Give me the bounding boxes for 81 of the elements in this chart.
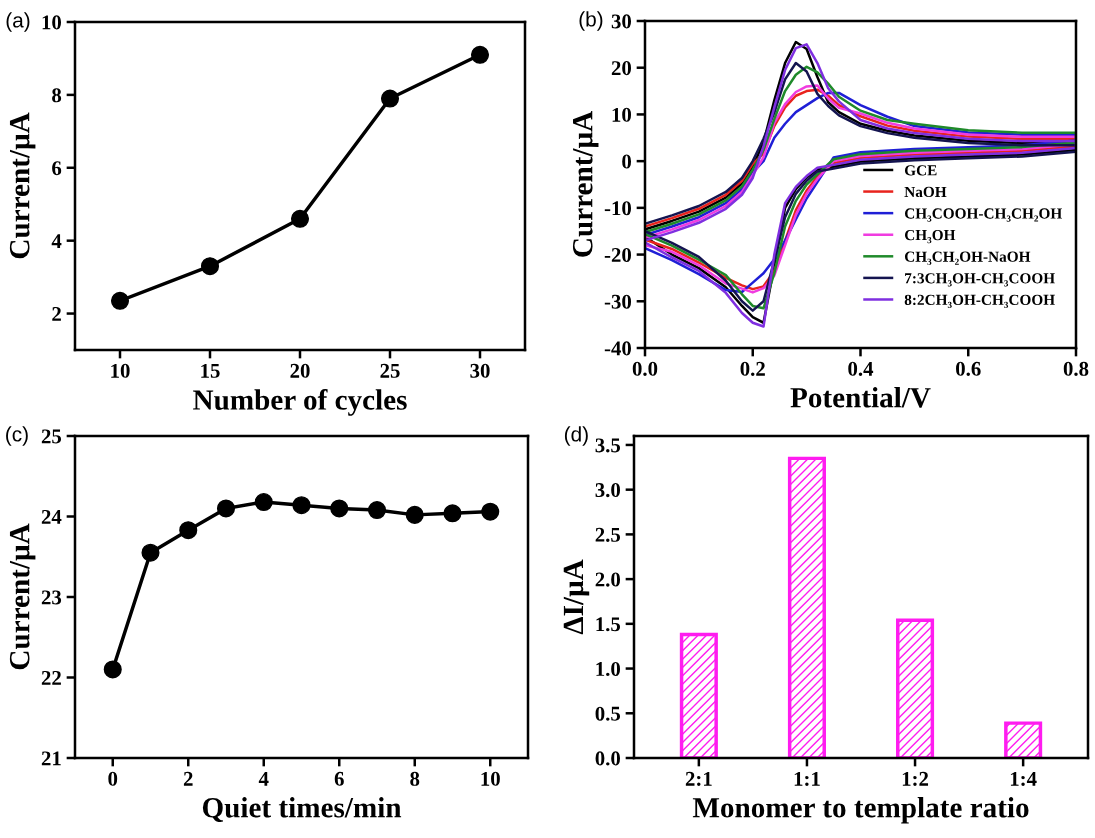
y-tick-label: 1.0 [596,661,621,677]
point [200,257,220,276]
y-tick-label: 10 [42,15,62,30]
x-tick-label: 30 [470,363,490,378]
y-tick-label: 3.5 [595,438,621,453]
x-axis-title: Number of cycles [193,389,407,416]
point [292,496,311,515]
y-tick-label: 3.0 [595,483,621,498]
y-tick-label: 2.5 [595,527,621,542]
x-tick-label: 6 [334,771,344,786]
x-tick-label: 20 [290,363,310,378]
x-axis-title: Monomer to template ratio [692,797,1029,824]
x-tick-label: 15 [201,363,220,378]
y-tick-label: 4 [51,234,62,248]
point [103,660,122,679]
legend-label: 8:2CH₃OH-CH₃COOH [904,294,1055,309]
y-tick-label: -30 [604,294,632,309]
point [110,291,130,310]
legend-label: GCE [904,165,937,176]
x-tick-label: 0.0 [632,361,658,376]
chart-title: (a) [6,12,30,32]
chart-title: (b) [579,11,603,31]
y-tick-label: 20 [611,61,632,76]
x-tick-label: 25 [380,363,400,378]
x-tick-label: 8 [410,771,420,786]
y-tick-label: 23 [41,590,62,605]
x-tick-label: 0.8 [1063,361,1089,376]
y-tick-label: 2.0 [595,572,621,587]
y-tick-label: 25 [41,429,62,444]
y-axis-title: Current/μA [9,112,36,259]
point [367,501,387,520]
point [443,504,462,523]
x-tick-label: 0 [108,771,118,786]
point [216,499,236,518]
y-tick-label: 21 [41,751,61,766]
legend-label: CH₃CH₂OH-NaOH [904,251,1031,265]
x-tick-label: 0.2 [740,361,765,376]
y-tick-label: 1.5 [596,617,621,632]
y-tick-label: 30 [611,14,632,29]
point [141,543,160,562]
x-axis-title: Potential/V [790,387,931,408]
y-tick-label: 8 [52,88,62,103]
legend-label: CH₃OH [904,229,956,244]
y-tick-label: -40 [604,341,632,356]
x-tick-label: 2 [183,771,193,786]
x-tick-label: 10 [111,363,130,378]
point [481,502,500,521]
y-tick-label: 24 [41,509,62,524]
legend-label: 7:3CH₃OH-CH₃COOH [905,273,1055,287]
y-tick-label: 22 [41,670,61,685]
x-tick-label: 2:1 [685,771,712,786]
x-tick-label: 1:4 [1010,771,1037,786]
legend-label: NaOH [904,186,947,198]
y-tick-label: 0 [622,154,632,169]
point [470,45,490,64]
y-tick-label: 2 [52,306,61,321]
y-axis-title: ΔI/μA [563,559,590,635]
y-axis-title: Current/μA [9,523,36,670]
y-tick-label: 6 [52,161,62,176]
chart-title: (c) [6,426,28,446]
y-tick-label: 10 [612,107,632,122]
legend-label: CH₃COOH-CH₃CH₂OH [904,208,1062,222]
y-tick-label: 0.0 [595,751,621,766]
x-axis-title: Quiet times/min [202,797,402,822]
x-tick-label: 1:2 [902,771,929,786]
point [330,499,349,518]
point [405,505,424,524]
x-tick-label: 0.6 [956,361,981,376]
x-tick-label: 10 [481,771,500,786]
point [179,521,198,540]
y-tick-label: 0.5 [595,706,621,721]
point [380,89,400,108]
x-tick-label: 4 [258,771,269,786]
point [254,492,273,512]
y-tick-label: -10 [604,201,632,216]
y-tick-label: -20 [604,247,632,262]
point [290,209,310,228]
chart-title: (d) [564,426,588,446]
x-tick-label: 0.4 [848,361,874,376]
x-tick-label: 1:1 [794,771,820,786]
y-axis-title: Current/μA [572,111,599,257]
